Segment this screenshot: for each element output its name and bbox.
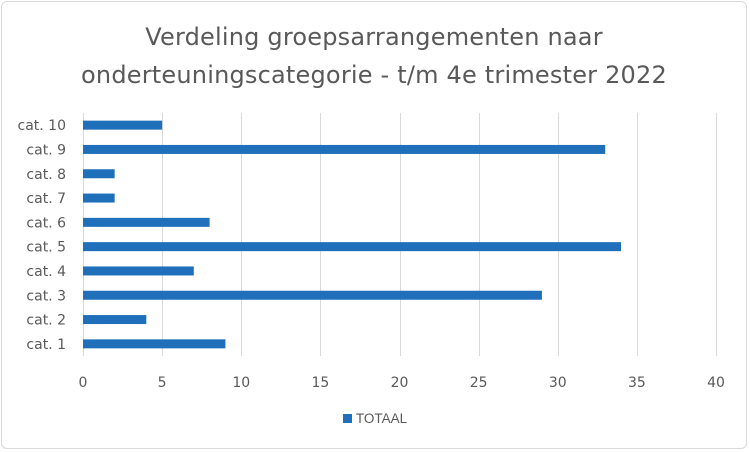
category-label: cat. 4 <box>26 264 66 280</box>
category-label: cat. 10 <box>18 118 66 134</box>
bar-cat-1 <box>83 339 226 349</box>
x-tick-label: 15 <box>311 375 329 391</box>
category-label: cat. 7 <box>26 191 66 207</box>
x-tick-label: 20 <box>391 375 409 391</box>
x-tick-label: 40 <box>707 375 725 391</box>
bar-cat-9 <box>83 144 606 154</box>
category-label: cat. 1 <box>26 337 66 353</box>
bar-cat-2 <box>83 315 147 325</box>
bar-cat-6 <box>83 217 210 227</box>
category-label: cat. 8 <box>26 167 66 183</box>
x-tick-label: 5 <box>158 375 167 391</box>
legend-label-totaal: TOTAAL <box>355 411 408 426</box>
category-label: cat. 6 <box>26 215 66 231</box>
x-tick-labels: 0 5 10 15 20 25 30 35 40 <box>79 375 725 391</box>
chart-title-line-1: Verdeling groepsarrangementen naar <box>145 23 603 51</box>
bars <box>83 120 622 349</box>
chart-title-line-2: onderteuningscategorie - t/m 4e trimeste… <box>81 61 667 89</box>
category-label: cat. 9 <box>26 142 66 158</box>
x-tick-label: 25 <box>470 375 488 391</box>
bar-cat-5 <box>83 242 622 252</box>
x-tick-label: 30 <box>549 375 567 391</box>
x-tick-label: 35 <box>628 375 646 391</box>
x-tick-label: 0 <box>79 375 88 391</box>
category-label: cat. 5 <box>26 240 66 256</box>
bar-cat-10 <box>83 120 163 130</box>
category-labels: cat. 1 cat. 2 cat. 3 cat. 4 cat. 5 cat. 6 cat.… <box>18 118 67 353</box>
bar-cat-3 <box>83 290 542 300</box>
category-label: cat. 3 <box>26 288 66 304</box>
legend: TOTAAL <box>0 411 750 426</box>
bar-cat-8 <box>83 169 115 179</box>
chart-title: Verdeling groepsarrangementen naar onder… <box>0 18 748 94</box>
bar-cat-7 <box>83 193 115 203</box>
x-tick-label: 10 <box>232 375 250 391</box>
bar-cat-4 <box>83 266 194 276</box>
category-label: cat. 2 <box>26 313 66 329</box>
legend-swatch-totaal <box>342 414 352 423</box>
